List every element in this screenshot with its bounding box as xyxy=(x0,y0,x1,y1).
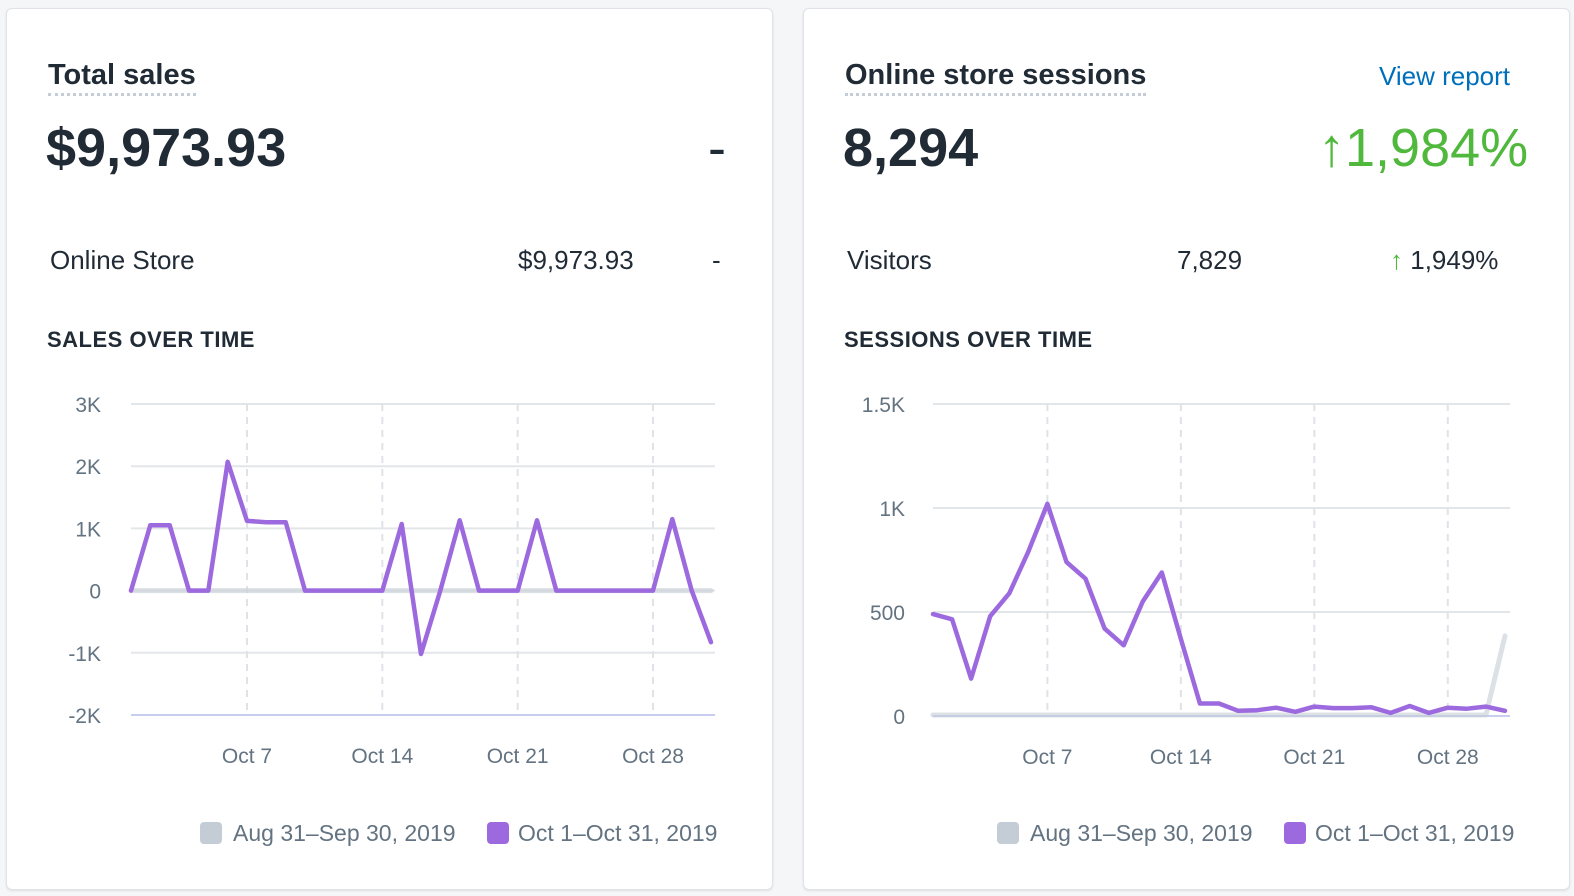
legend-label-current: Oct 1–Oct 31, 2019 xyxy=(1315,820,1515,846)
legend-swatch-previous xyxy=(200,822,222,844)
online-store-value: $9,973.93 xyxy=(518,245,634,275)
sessions-over-time-heading: SESSIONS OVER TIME xyxy=(844,327,1093,352)
legend-label-current: Oct 1–Oct 31, 2019 xyxy=(518,820,718,846)
legend-swatch-current xyxy=(1284,822,1306,844)
view-report-link[interactable]: View report xyxy=(1379,61,1511,91)
visitors-label: Visitors xyxy=(847,245,932,275)
total-sales-title[interactable]: Total sales xyxy=(48,58,196,96)
visitors-change: ↑ 1,949% xyxy=(1390,245,1498,275)
sessions-value: 8,294 xyxy=(843,118,979,178)
online-store-change: - xyxy=(712,245,721,275)
sessions-title[interactable]: Online store sessions xyxy=(845,58,1147,96)
total-sales-value: $9,973.93 xyxy=(46,118,287,178)
sessions-change-value: 1,984% xyxy=(1345,118,1529,178)
arrow-up-icon: ↑ xyxy=(1390,245,1403,275)
online-store-sessions-card xyxy=(803,8,1570,890)
total-sales-change: - xyxy=(708,118,726,178)
legend-label-previous: Aug 31–Sep 30, 2019 xyxy=(233,820,456,846)
legend-label-previous: Aug 31–Sep 30, 2019 xyxy=(1030,820,1253,846)
online-store-label: Online Store xyxy=(50,245,195,275)
visitors-change-value: 1,949% xyxy=(1410,245,1499,275)
legend-swatch-previous xyxy=(997,822,1019,844)
visitors-value: 7,829 xyxy=(1177,245,1243,275)
sessions-change: ↑1,984% xyxy=(1318,118,1528,178)
arrow-up-icon: ↑ xyxy=(1318,118,1345,178)
legend-swatch-current xyxy=(487,822,509,844)
sales-over-time-heading: SALES OVER TIME xyxy=(47,327,255,352)
total-sales-card xyxy=(6,8,773,890)
